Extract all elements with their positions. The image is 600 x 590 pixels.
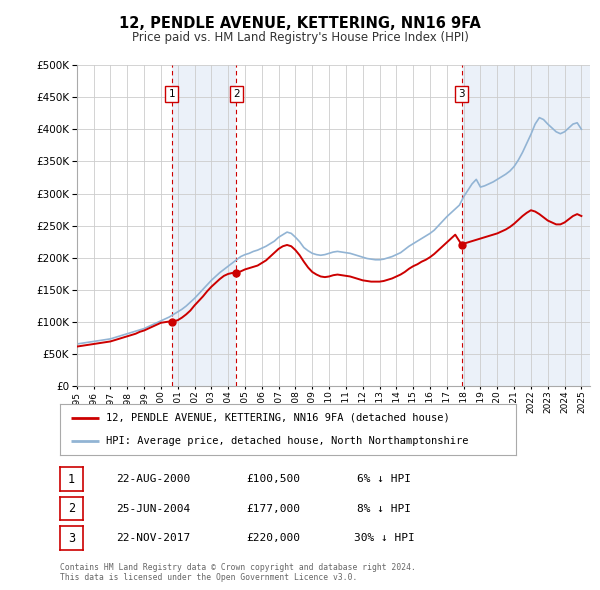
Text: Contains HM Land Registry data © Crown copyright and database right 2024.: Contains HM Land Registry data © Crown c…: [60, 563, 416, 572]
Text: 2: 2: [233, 89, 239, 99]
Text: 30% ↓ HPI: 30% ↓ HPI: [353, 533, 415, 543]
Text: 2: 2: [68, 502, 75, 515]
Text: 12, PENDLE AVENUE, KETTERING, NN16 9FA (detached house): 12, PENDLE AVENUE, KETTERING, NN16 9FA (…: [106, 412, 449, 422]
Text: 1: 1: [68, 473, 75, 486]
Bar: [172, 65, 236, 386]
Text: 6% ↓ HPI: 6% ↓ HPI: [357, 474, 411, 484]
Text: 12, PENDLE AVENUE, KETTERING, NN16 9FA: 12, PENDLE AVENUE, KETTERING, NN16 9FA: [119, 16, 481, 31]
Text: 22-NOV-2017: 22-NOV-2017: [116, 533, 190, 543]
Text: 3: 3: [68, 532, 75, 545]
Text: HPI: Average price, detached house, North Northamptonshire: HPI: Average price, detached house, Nort…: [106, 437, 468, 447]
Text: £220,000: £220,000: [246, 533, 300, 543]
Text: 8% ↓ HPI: 8% ↓ HPI: [357, 504, 411, 513]
Bar: [462, 65, 590, 386]
Text: 3: 3: [458, 89, 465, 99]
Text: Price paid vs. HM Land Registry's House Price Index (HPI): Price paid vs. HM Land Registry's House …: [131, 31, 469, 44]
Text: 25-JUN-2004: 25-JUN-2004: [116, 504, 190, 513]
Text: £100,500: £100,500: [246, 474, 300, 484]
Text: 22-AUG-2000: 22-AUG-2000: [116, 474, 190, 484]
Text: This data is licensed under the Open Government Licence v3.0.: This data is licensed under the Open Gov…: [60, 573, 358, 582]
Text: 1: 1: [169, 89, 175, 99]
Text: £177,000: £177,000: [246, 504, 300, 513]
